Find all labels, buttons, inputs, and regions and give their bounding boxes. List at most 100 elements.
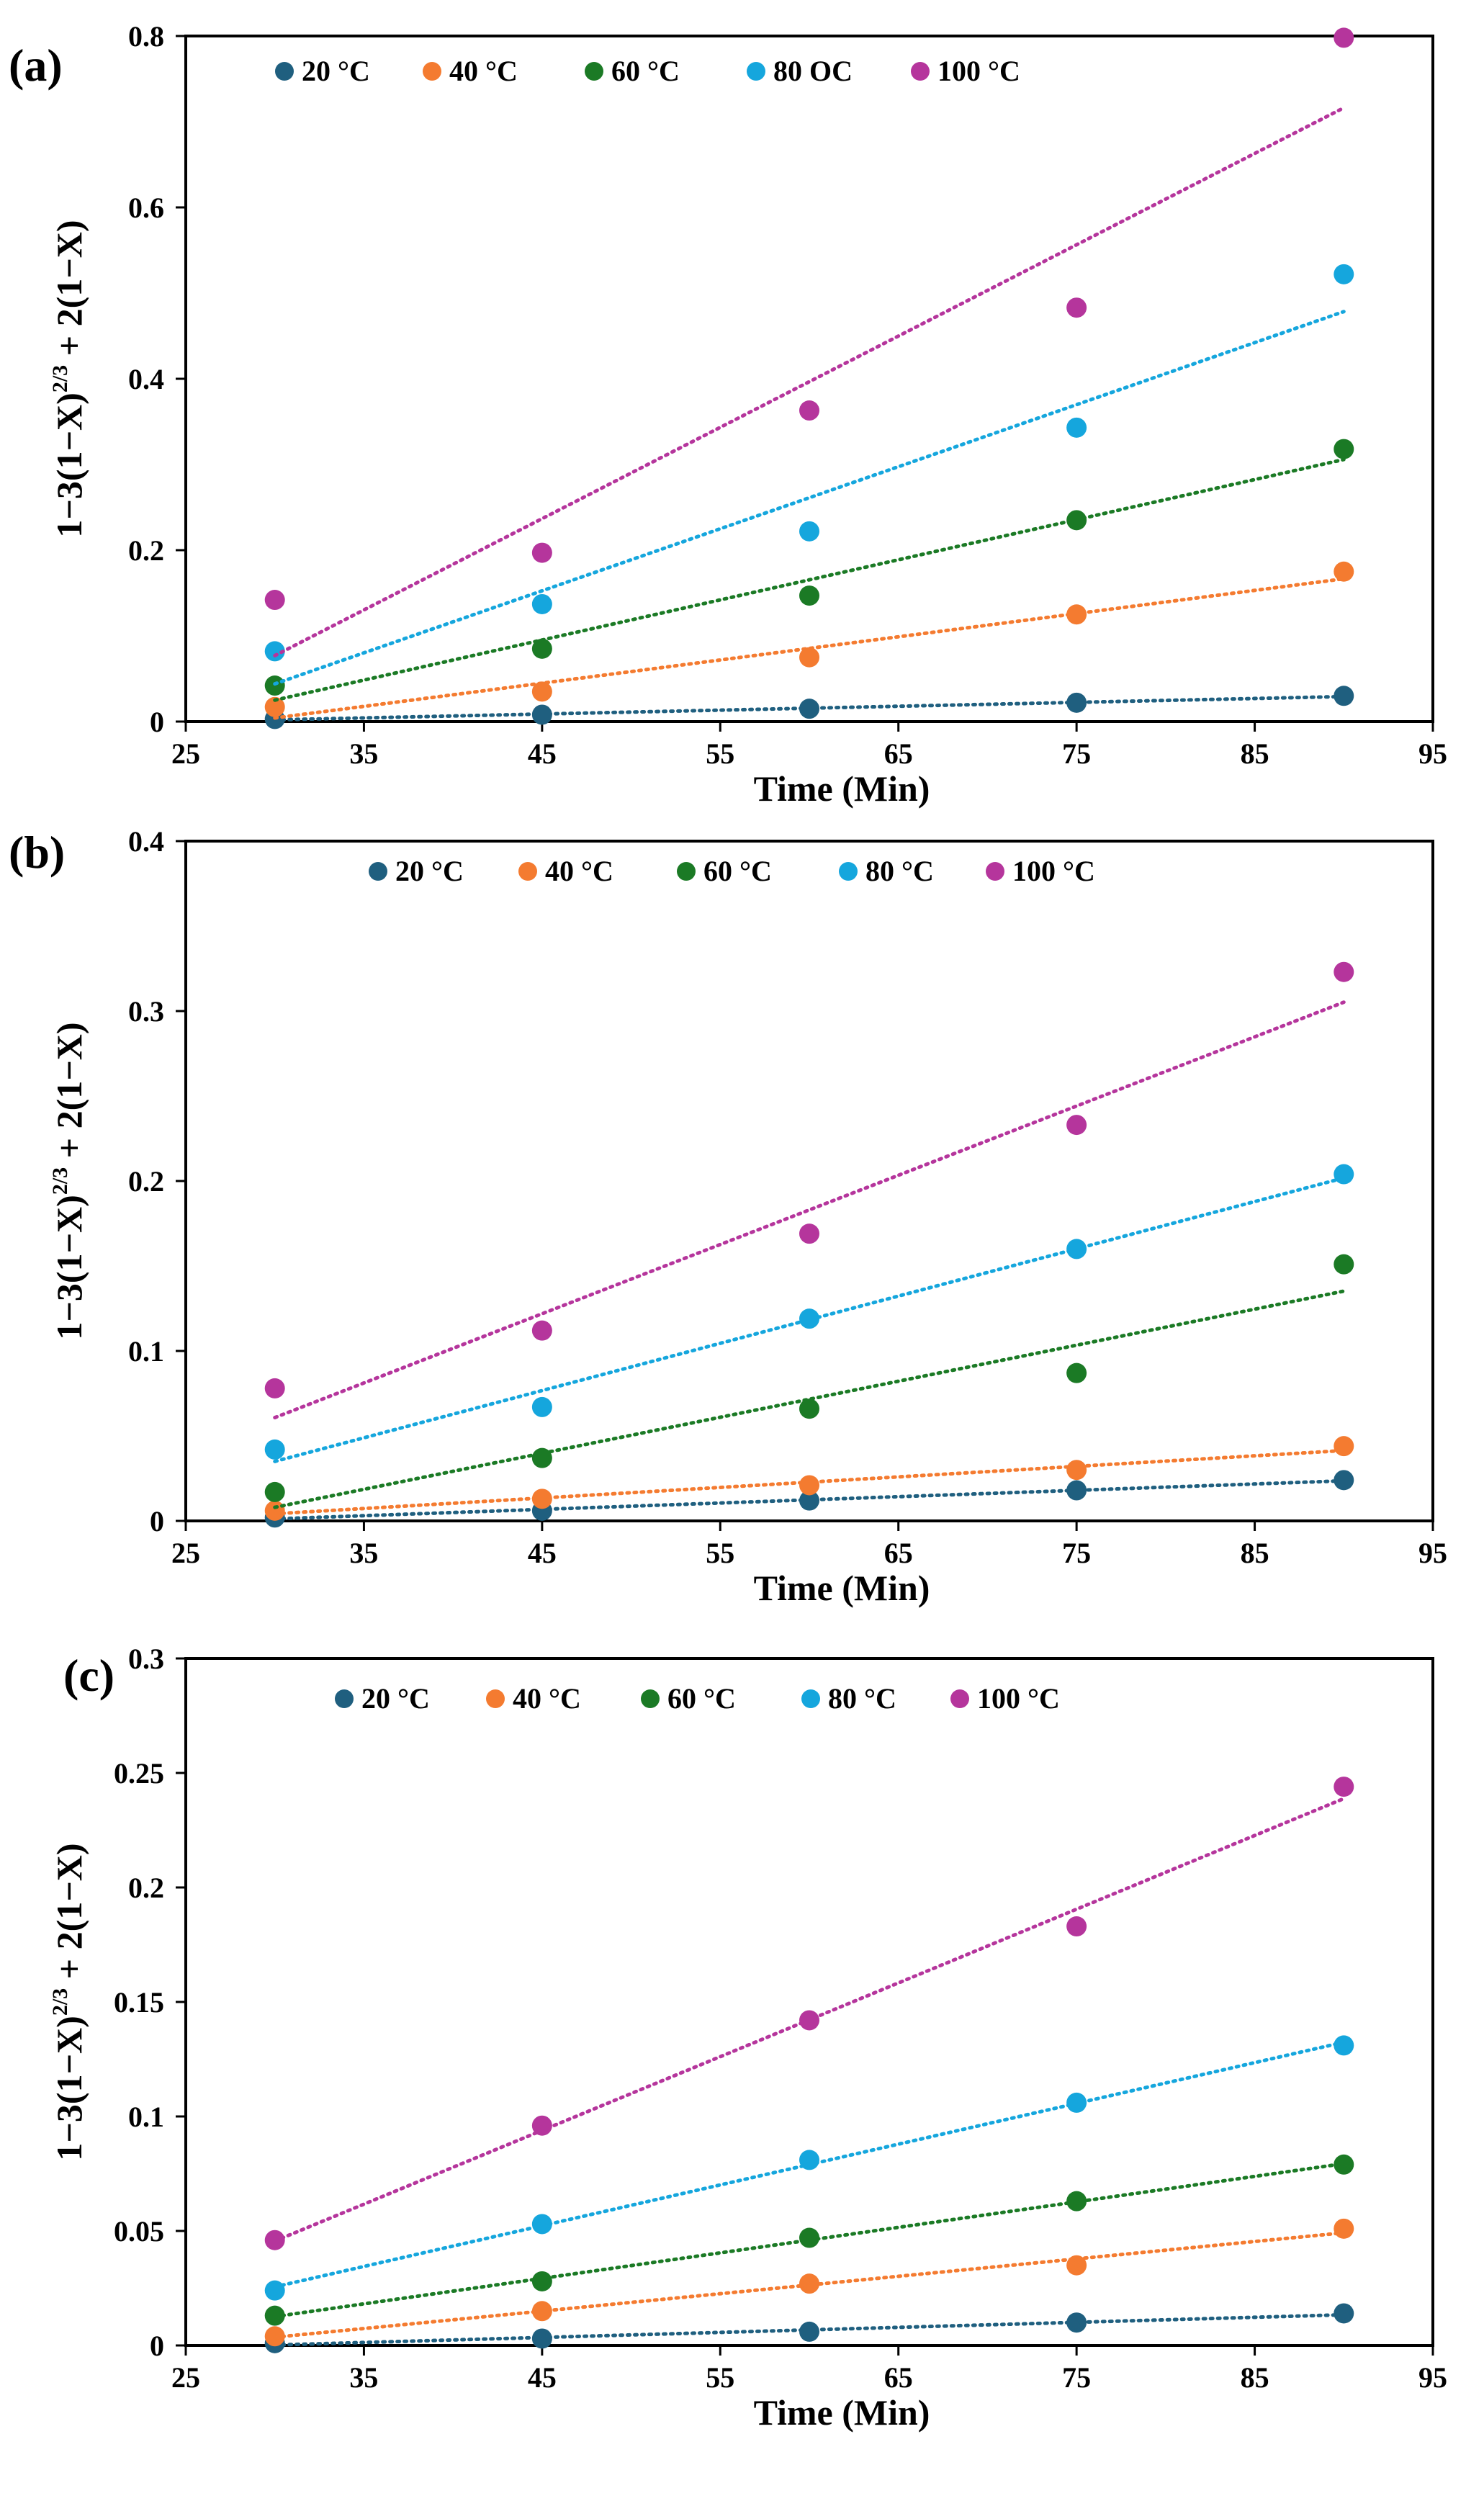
chart-panel-2: 25 35 45 55 65 75 85 95 0 0.1 0.2 0.3 0.4 Time (Min) 1… (9, 825, 1447, 1608)
data-point (1334, 264, 1354, 284)
legend-entry: 100 °C (977, 1682, 1060, 1715)
data-point (1334, 2154, 1354, 2175)
data-point (1334, 561, 1354, 582)
data-point (799, 585, 819, 606)
data-point (264, 1378, 285, 1398)
data-point (799, 2010, 819, 2031)
legend-entry: 20 °C (302, 55, 370, 87)
legend-entry: 40 °C (545, 855, 613, 887)
y-tick-label: 0.1 (128, 1335, 164, 1368)
legend-marker (585, 62, 603, 81)
legend-marker (335, 1689, 354, 1708)
legend-marker (839, 862, 858, 881)
y-tick-label: 0.1 (128, 2101, 164, 2133)
y-axis-title-tail: + 2(1−X) (49, 1022, 89, 1167)
data-point (264, 1439, 285, 1460)
data-point (1066, 692, 1087, 713)
panel-label: (a) (9, 40, 63, 91)
panel-label: (b) (9, 827, 65, 878)
data-point (531, 1396, 552, 1417)
data-point (531, 2328, 552, 2349)
data-point (1066, 510, 1087, 531)
y-tick-label: 0.4 (128, 825, 164, 858)
legend-marker (986, 862, 1004, 881)
y-axis-title: 1−3(1−X)2/3 + 2(1−X) (48, 220, 89, 537)
data-point (1066, 2191, 1087, 2212)
legend-entry: 80 °C (865, 855, 934, 887)
x-tick-label: 95 (1418, 1537, 1447, 1569)
data-point (531, 593, 552, 614)
x-tick-label: 65 (884, 737, 913, 770)
x-tick-label: 45 (528, 2361, 557, 2394)
trendline-40C (273, 2231, 1346, 2340)
x-tick-label: 45 (528, 1537, 557, 1569)
y-tick-label: 0.4 (128, 363, 164, 395)
data-point (1334, 686, 1354, 706)
legend-entry: 80 °C (828, 1682, 896, 1715)
data-point (799, 1475, 819, 1496)
data-point (1334, 2303, 1354, 2324)
trendline-100C (273, 106, 1346, 657)
legend: 20 °C 40 °C 60 °C 80 °C 100 °C (335, 1682, 1060, 1715)
x-tick-label: 85 (1241, 2361, 1269, 2394)
x-tick-label: 75 (1062, 2361, 1091, 2394)
y-axis-title-sup: 2/3 (48, 1167, 72, 1195)
data-point (264, 1500, 285, 1521)
data-point (531, 2301, 552, 2322)
legend-marker (423, 62, 441, 81)
y-tick-label: 0 (150, 1505, 164, 1537)
x-tick-label: 25 (171, 1537, 200, 1569)
data-point (799, 521, 819, 542)
data-point (799, 2227, 819, 2248)
x-tick-label: 25 (171, 2361, 200, 2394)
data-point (1066, 2312, 1087, 2333)
data-point (531, 1447, 552, 1468)
data-point (1066, 1480, 1087, 1501)
legend-marker (369, 862, 387, 881)
data-point (531, 1489, 552, 1509)
trendline-100C (273, 1000, 1346, 1420)
data-point (799, 647, 819, 668)
data-point (531, 1320, 552, 1341)
data-point (1066, 1239, 1087, 1260)
legend-marker (747, 62, 765, 81)
y-axis-title-main: 1−3(1−X) (49, 1195, 89, 1339)
data-point (799, 2150, 819, 2170)
legend-entry: 60 °C (611, 55, 680, 87)
y-tick-label: 0.25 (114, 1757, 164, 1790)
chart-panel-1: 25 35 45 55 65 75 85 95 0 0.2 0.4 0.6 0.8 Time (Min) 1… (9, 20, 1447, 809)
y-tick-label: 0.15 (114, 1986, 164, 2019)
legend-marker (641, 1689, 660, 1708)
legend-entry: 100 °C (937, 55, 1020, 87)
data-point (1066, 417, 1087, 438)
x-tick-label: 35 (349, 1537, 378, 1569)
chart-panel-3: 25 35 45 55 65 75 85 95 0 0.05 0.1 0.15 0.2 0.25 0.3 Ti… (48, 1643, 1447, 2433)
y-axis-title: 1−3(1−X)2/3 + 2(1−X) (48, 1843, 89, 2160)
panel-label: (c) (63, 1650, 114, 1701)
legend-marker (275, 62, 294, 81)
x-tick-label: 65 (884, 2361, 913, 2394)
data-point (799, 1398, 819, 1419)
y-tick-label: 0.6 (128, 192, 164, 224)
y-tick-label: 0.3 (128, 995, 164, 1028)
data-point (531, 542, 552, 563)
y-axis-title-main: 1−3(1−X) (49, 2016, 89, 2160)
data-point (1066, 1362, 1087, 1383)
legend-entry: 60 °C (703, 855, 772, 887)
legend-marker (677, 862, 696, 881)
y-axis-title-main: 1−3(1−X) (49, 392, 89, 537)
y-tick-label: 0.05 (114, 2215, 164, 2248)
data-point (531, 2271, 552, 2291)
legend: 20 °C 40 °C 60 °C 80 OC 100 °C (275, 55, 1020, 87)
data-point (799, 1308, 819, 1329)
y-axis-title-sup: 2/3 (48, 365, 72, 392)
y-tick-label: 0 (150, 2330, 164, 2362)
x-tick-label: 25 (171, 737, 200, 770)
y-tick-label: 0.2 (128, 1872, 164, 1904)
data-point (1334, 2035, 1354, 2056)
x-axis-title: Time (Min) (754, 1568, 930, 1608)
data-point (1334, 27, 1354, 48)
data-point (1066, 2092, 1087, 2113)
x-axis-title: Time (Min) (754, 768, 930, 809)
